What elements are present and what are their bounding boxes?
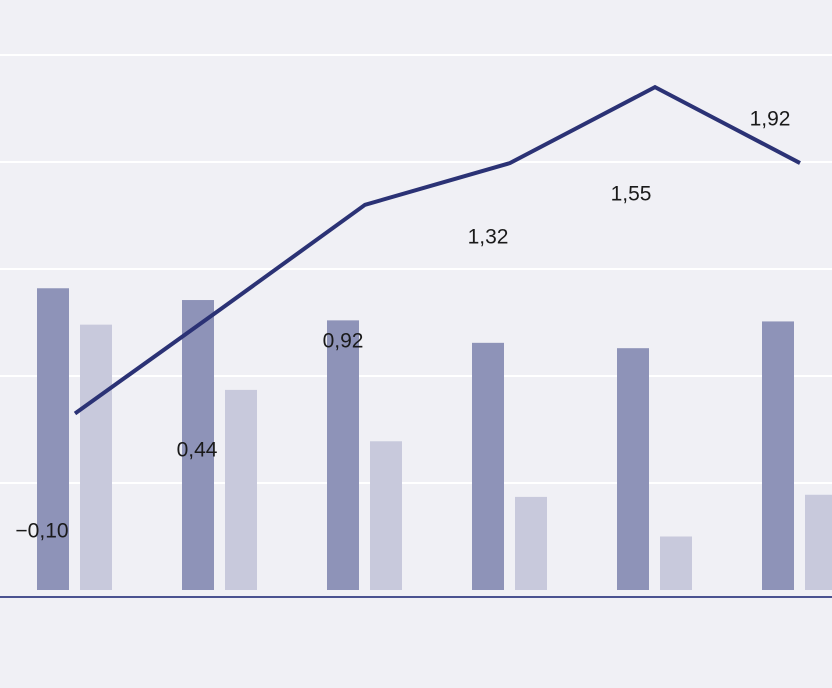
annotation: 0,92 xyxy=(323,330,364,353)
bar xyxy=(37,288,69,590)
bar xyxy=(327,320,359,590)
line xyxy=(73,84,801,416)
bar xyxy=(660,536,692,590)
annotation: −0,10 xyxy=(15,520,68,543)
bar xyxy=(805,494,832,590)
annotation: 1,32 xyxy=(468,226,509,249)
bar xyxy=(472,342,504,590)
annotation: 1,55 xyxy=(611,183,652,206)
annotation: 1,92 xyxy=(750,108,791,131)
bar xyxy=(182,300,214,590)
bar xyxy=(80,324,112,590)
bar xyxy=(515,496,547,590)
annotation: 0,44 xyxy=(177,439,218,462)
bar xyxy=(225,389,257,590)
bar xyxy=(762,321,794,590)
bar xyxy=(370,441,402,590)
bar xyxy=(617,348,649,590)
